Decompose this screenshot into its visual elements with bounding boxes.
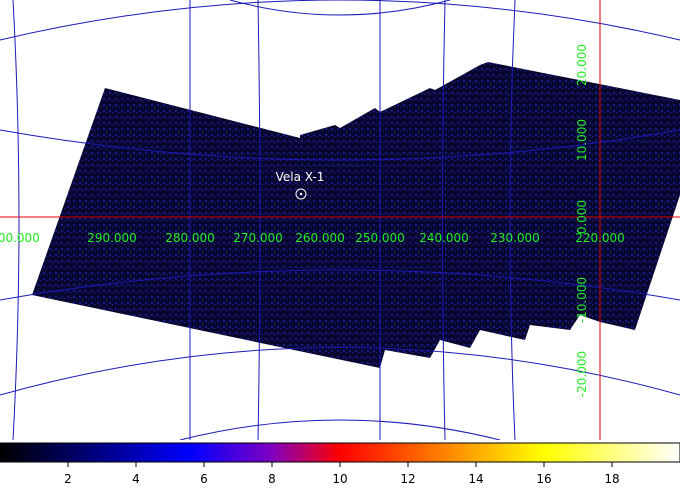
longitude-label: 240.000 xyxy=(419,231,469,245)
source-marker-center xyxy=(299,192,303,196)
longitude-label: 290.000 xyxy=(87,231,137,245)
longitude-label: 230.000 xyxy=(490,231,540,245)
colorbar-tick-label: 16 xyxy=(536,472,551,486)
coordinate-grid xyxy=(0,0,680,441)
colorbar-tick-label: 8 xyxy=(268,472,276,486)
latitude-label: 20.000 xyxy=(575,44,589,86)
latitude-label: -20.000 xyxy=(575,351,589,397)
mosaic-exposure xyxy=(32,62,680,368)
longitude-label: 250.000 xyxy=(355,231,405,245)
longitude-label: 280.000 xyxy=(165,231,215,245)
colorbar xyxy=(0,442,680,463)
source-marker xyxy=(295,188,307,200)
latitude-label: 0.000 xyxy=(575,200,589,234)
longitude-label: 300.000 xyxy=(0,231,40,245)
source-label: Vela X-1 xyxy=(276,170,325,184)
longitude-labels: 300.000 290.000 280.000 270.000 260.000 250.0… xyxy=(0,231,625,245)
colorbar-tick-label: 10 xyxy=(332,472,347,486)
colorbar-ticks: 2 4 6 8 10 12 14 16 18 xyxy=(64,462,620,486)
colorbar-tick-label: 14 xyxy=(468,472,483,486)
colorbar-tick-label: 18 xyxy=(604,472,619,486)
colorbar-tick-label: 6 xyxy=(200,472,208,486)
longitude-label: 220.000 xyxy=(575,231,625,245)
colorbar-tick-label: 2 xyxy=(64,472,72,486)
longitude-label: 260.000 xyxy=(295,231,345,245)
longitude-label: 270.000 xyxy=(233,231,283,245)
latitude-label: -10.000 xyxy=(575,277,589,323)
latitude-labels: 20.000 10.000 0.000 -10.000 -20.000 xyxy=(575,44,589,397)
colorbar-tick-label: 4 xyxy=(132,472,140,486)
latitude-label: 10.000 xyxy=(575,119,589,161)
colorbar-tick-label: 12 xyxy=(400,472,415,486)
